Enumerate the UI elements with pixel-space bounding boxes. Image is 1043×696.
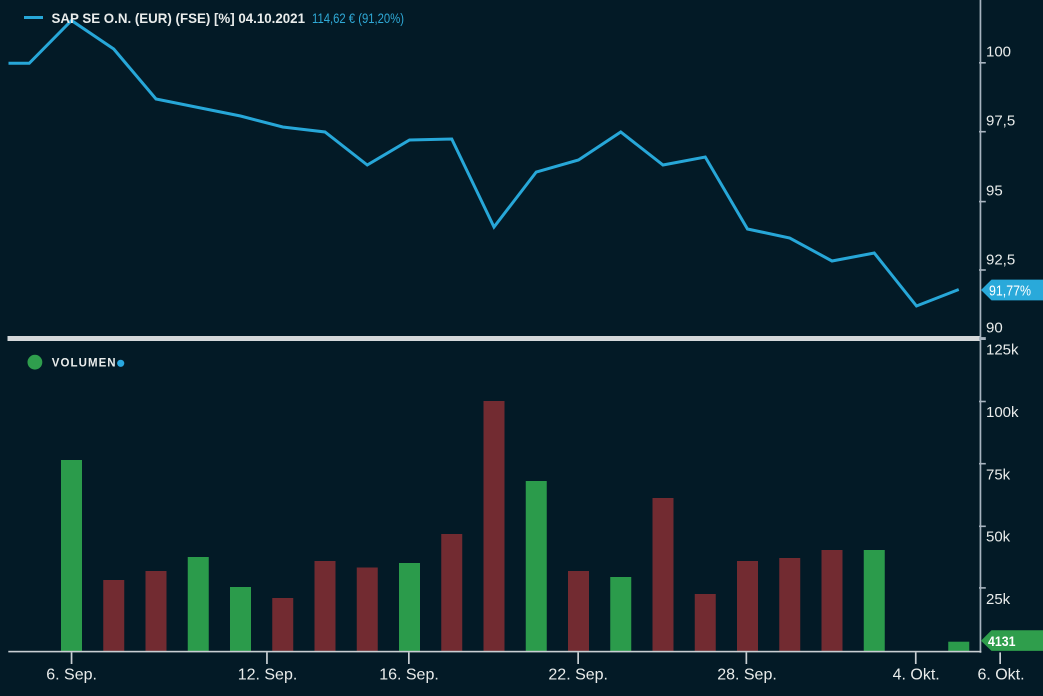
svg-text:22. Sep.: 22. Sep. [548,667,608,684]
svg-text:16. Sep.: 16. Sep. [379,667,439,684]
svg-text:75k: 75k [986,466,1011,483]
svg-text:92,5: 92,5 [986,251,1015,268]
svg-text:6. Okt.: 6. Okt. [977,667,1024,684]
svg-text:4131: 4131 [988,633,1016,649]
svg-text:VOLUMEN: VOLUMEN [52,357,117,369]
svg-text:12. Sep.: 12. Sep. [238,667,298,684]
svg-text:125k: 125k [986,341,1019,358]
svg-text:95: 95 [986,183,1003,200]
svg-text:50k: 50k [986,529,1011,546]
svg-text:25k: 25k [986,591,1011,608]
svg-text:100k: 100k [986,404,1019,421]
svg-text:114,62 € (91,20%): 114,62 € (91,20%) [312,10,404,26]
svg-text:100: 100 [986,44,1011,61]
svg-text:90: 90 [986,320,1003,337]
svg-text:SAP SE O.N. (EUR) (FSE) [%] 04: SAP SE O.N. (EUR) (FSE) [%] 04.10.2021 [52,10,306,26]
svg-text:28. Sep.: 28. Sep. [717,667,777,684]
svg-text:97,5: 97,5 [986,113,1015,130]
svg-text:4. Okt.: 4. Okt. [893,667,940,684]
svg-text:6. Sep.: 6. Sep. [46,667,97,684]
svg-text:91,77%: 91,77% [989,282,1031,299]
